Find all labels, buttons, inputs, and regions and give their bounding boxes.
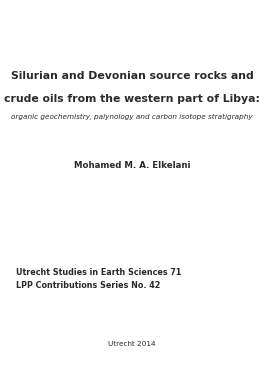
Text: crude oils from the western part of Libya:: crude oils from the western part of Liby… <box>4 94 260 103</box>
Text: LPP Contributions Series No. 42: LPP Contributions Series No. 42 <box>16 281 160 290</box>
Text: Mohamed M. A. Elkelani: Mohamed M. A. Elkelani <box>74 161 190 170</box>
Text: Utrecht 2014: Utrecht 2014 <box>108 341 156 347</box>
Text: Utrecht Studies in Earth Sciences 71: Utrecht Studies in Earth Sciences 71 <box>16 268 181 277</box>
Text: Silurian and Devonian source rocks and: Silurian and Devonian source rocks and <box>11 71 253 81</box>
Text: organic geochemistry, palynology and carbon isotope stratigraphy: organic geochemistry, palynology and car… <box>11 114 253 120</box>
